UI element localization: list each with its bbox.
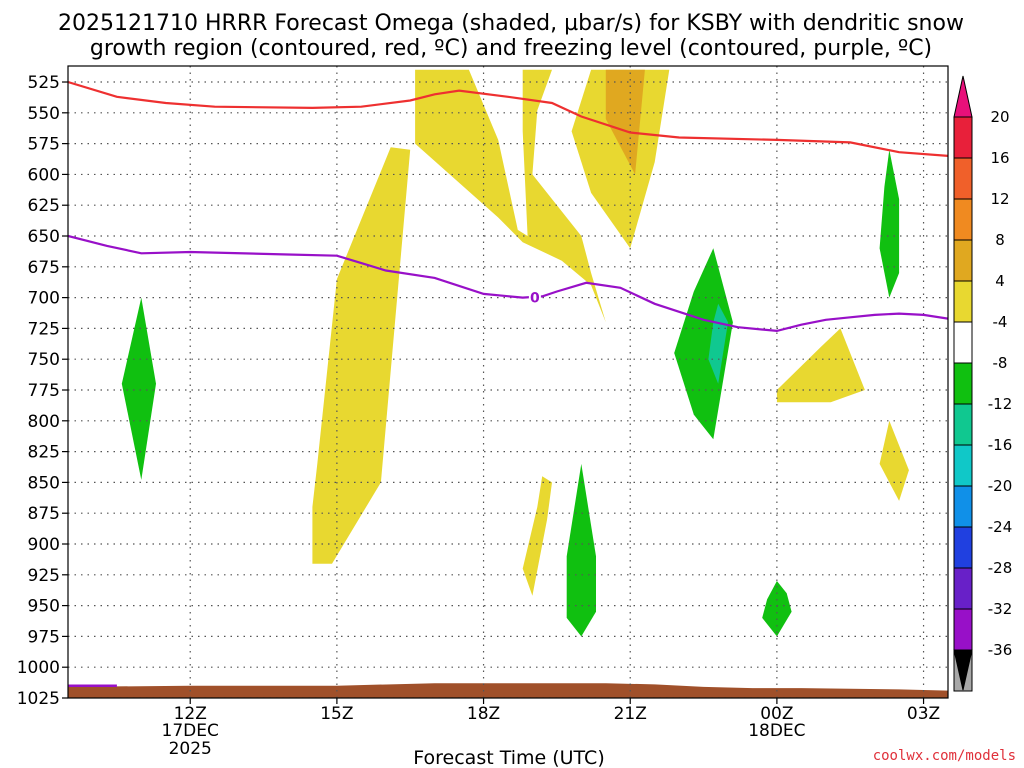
y-tick-label: 525: [28, 73, 60, 93]
y-tick-label: 1025: [17, 689, 60, 709]
x-tick-label: 12Z: [174, 704, 207, 724]
freezing-label-bg: [528, 289, 541, 305]
colorbar-label: -20: [988, 477, 1013, 495]
x-tick-label: 21Z: [614, 704, 647, 724]
y-tick-label: 625: [28, 196, 60, 216]
colorbar-swatch: [953, 157, 973, 200]
omega-region: [312, 147, 411, 564]
y-tick-label: 800: [28, 412, 60, 432]
colorbar-label: 16: [990, 149, 1009, 167]
colorbar-swatch: [953, 362, 973, 405]
colorbar-swatch: [953, 444, 973, 487]
colorbar-swatch: [953, 321, 973, 364]
colorbar-label: 12: [990, 190, 1009, 208]
freezing-level-line: [68, 234, 948, 333]
colorbar-swatch: [953, 567, 973, 610]
x-tick-label: 00Z: [760, 704, 793, 724]
chart-title-line1: 2025121710 HRRR Forecast Omega (shaded, …: [58, 11, 964, 36]
omega-region: [605, 69, 645, 175]
colorbar-label: 4: [995, 272, 1005, 290]
omega-region: [776, 328, 865, 403]
colorbar-label: -16: [988, 436, 1013, 454]
colorbar-label: -28: [988, 559, 1013, 577]
y-tick-label: 850: [28, 473, 60, 493]
colorbar-swatch: [953, 116, 973, 159]
y-tick-label: 900: [28, 535, 60, 555]
y-tick-label: 950: [28, 597, 60, 617]
colorbar-label: -12: [988, 395, 1013, 413]
colorbar-label: -24: [988, 518, 1013, 536]
x-tick-date: 18DEC: [748, 721, 805, 741]
chart-title-line2: growth region (contoured, red, ºC) and f…: [90, 36, 932, 61]
x-axis-label: Forecast Time (UTC): [413, 747, 604, 768]
y-tick-label: 700: [28, 289, 60, 309]
colorbar-swatch: [953, 239, 973, 282]
colorbar-swatch: [953, 280, 973, 323]
ground-terrain: [68, 683, 948, 698]
y-axis-ticks: 525 550 575 600 625 650 675 700 725 750 775 800 825 8…: [17, 73, 68, 709]
colorbar-label: -32: [988, 600, 1013, 618]
x-tick-year: 2025: [169, 739, 212, 759]
y-tick-label: 1000: [17, 658, 60, 678]
y-tick-label: 725: [28, 319, 60, 339]
y-tick-label: 650: [28, 227, 60, 247]
colorbar-swatch: [953, 403, 973, 446]
colorbar-swatch: [953, 608, 973, 651]
y-tick-label: 550: [28, 104, 60, 124]
y-tick-label: 575: [28, 135, 60, 155]
plot-inner: 0: [68, 66, 948, 698]
omega-region: [415, 69, 606, 323]
freezing-level-label: 0: [530, 291, 540, 307]
omega-region: [879, 420, 909, 501]
credit-text: coolwx.com/models: [873, 748, 1016, 764]
colorbar-swatch: [953, 526, 973, 569]
x-tick-label: 18Z: [467, 704, 500, 724]
colorbar: 20 16 12 8 4 -4 -8 -12 -16 -20 -24 -28 -32 -36: [953, 75, 1013, 692]
y-tick-label: 875: [28, 504, 60, 524]
plot-frame: [67, 65, 949, 699]
omega-region: [762, 581, 792, 637]
colorbar-swatch: [953, 198, 973, 241]
x-tick-date: 17DEC: [162, 721, 219, 741]
colorbar-label: 8: [995, 231, 1005, 249]
y-tick-label: 925: [28, 566, 60, 586]
y-tick-label: 600: [28, 165, 60, 185]
colorbar-label: 20: [990, 108, 1009, 126]
y-tick-label: 825: [28, 443, 60, 463]
y-tick-label: 975: [28, 627, 60, 647]
y-tick-label: 775: [28, 381, 60, 401]
x-tick-label: 03Z: [907, 704, 940, 724]
omega-region: [522, 476, 552, 596]
y-tick-label: 675: [28, 258, 60, 278]
plot-area: 0: [67, 65, 949, 699]
x-tick-label: 15Z: [320, 704, 353, 724]
colorbar-label: -36: [988, 641, 1013, 659]
omega-region: [566, 463, 596, 637]
colorbar-top-arrow: [953, 75, 973, 118]
omega-region: [121, 297, 156, 480]
colorbar-label: -4: [993, 313, 1008, 331]
y-tick-label: 750: [28, 350, 60, 370]
omega-region: [674, 248, 733, 440]
colorbar-bottom-arrow: [953, 649, 973, 691]
colorbar-swatch: [953, 485, 973, 528]
dgz-contour-line: [68, 80, 948, 157]
colorbar-label: -8: [993, 354, 1008, 372]
omega-region: [879, 149, 900, 298]
omega-region: [571, 69, 670, 249]
